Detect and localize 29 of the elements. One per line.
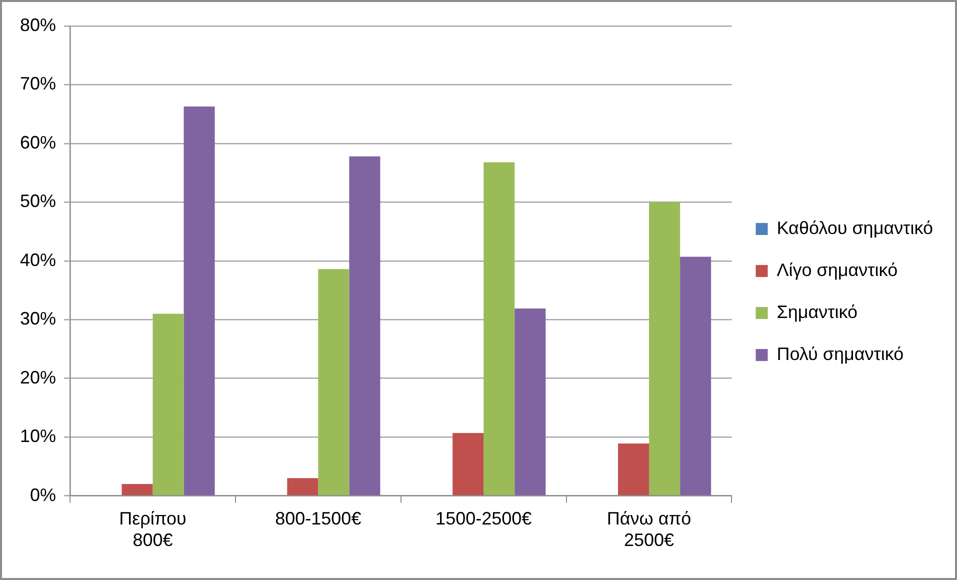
x-tick-label: Περίπου 800€ — [119, 508, 186, 550]
y-tick-label: 20% — [20, 367, 56, 388]
bar — [184, 106, 215, 496]
bar — [618, 444, 650, 496]
bar — [122, 484, 153, 496]
y-tick-label: 70% — [20, 74, 56, 94]
x-tick-label: 800-1500€ — [275, 508, 362, 529]
y-tick-label: 30% — [20, 308, 56, 329]
bar — [680, 256, 712, 496]
x-tick-label: Πάνω από 2500€ — [606, 508, 692, 550]
y-tick-label: 80% — [20, 14, 56, 35]
bar — [649, 202, 680, 496]
legend-label: Πολύ σημαντικό — [776, 344, 904, 364]
legend-label: Σημαντικό — [776, 302, 858, 322]
y-tick-label: 40% — [20, 250, 56, 270]
bar — [318, 269, 350, 496]
y-tick-label: 10% — [20, 426, 56, 446]
bar — [484, 162, 515, 496]
x-tick-label: 1500-2500€ — [436, 508, 532, 529]
legend-label: Καθόλου σημαντικό — [776, 218, 934, 238]
bar — [514, 308, 546, 496]
y-tick-label: 50% — [20, 191, 56, 212]
bar — [287, 478, 318, 496]
bar — [452, 432, 484, 496]
y-tick-label: 0% — [30, 484, 56, 505]
legend-label: Λίγο σημαντικό — [776, 260, 898, 280]
y-tick-label: 60% — [20, 132, 56, 152]
bar — [152, 314, 184, 496]
bar — [349, 156, 380, 496]
